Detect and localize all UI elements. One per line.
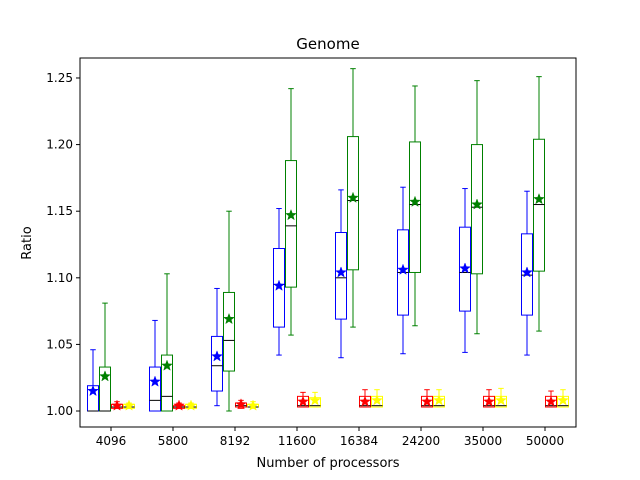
iqr-box [149,366,161,412]
box-plot [359,389,371,408]
mean-star-marker [247,399,259,411]
y-tick-label: 1.00 [46,404,73,418]
iqr-box [533,138,545,272]
mean-star-marker [235,398,247,410]
x-tick-label: 35000 [464,434,502,448]
box-plot [459,188,471,353]
mean-star-marker [87,384,99,397]
mean-star-marker [99,370,111,382]
box-plot [297,391,309,408]
x-tick-label: 50000 [526,434,564,448]
mean-star-marker [557,394,569,406]
box-plot [111,399,123,411]
box-plot [223,210,235,412]
x-tick-label: 4096 [96,434,127,448]
box-plot [521,190,533,356]
box-plot [409,85,421,327]
y-axis-label: Ratio [20,226,35,259]
box-plot [87,349,99,412]
iqr-box [161,354,173,412]
iqr-box [211,335,223,392]
iqr-box [347,136,359,271]
box-plot [173,399,185,411]
mean-star-marker [421,395,433,407]
mean-star-marker [211,350,223,362]
y-tick-label: 1.25 [46,71,73,85]
iqr-box [223,291,235,372]
box-plot [557,389,569,408]
iqr-box [521,233,533,316]
box-plot [433,389,445,408]
mean-star-marker [359,395,371,407]
box-plot [211,287,223,407]
x-tick-label: 5800 [158,434,189,448]
box-plot [545,390,557,408]
mean-star-marker [471,198,483,210]
axes-frame [79,57,577,428]
x-axis-label: Number of processors [256,456,399,471]
mean-star-marker [335,266,347,278]
iqr-box [409,141,421,273]
mean-star-marker [409,195,421,207]
mean-star-marker [521,266,533,278]
iqr-box [459,226,471,312]
mean-star-marker [483,395,495,407]
box-plot [533,76,545,332]
iqr-box [471,144,483,275]
mean-star-marker [173,399,185,411]
iqr-box [285,160,297,288]
mean-star-marker [533,192,545,205]
box-plot [471,80,483,335]
x-tick-label: 24200 [402,434,440,448]
mean-star-marker [545,395,557,407]
mean-star-marker [285,208,297,221]
mean-star-marker [123,399,135,411]
mean-star-marker [433,394,445,406]
box-plot [397,186,409,355]
box-plot [235,398,247,410]
box-plot [371,389,383,408]
mean-star-marker [459,262,471,274]
box-plot [495,387,507,408]
iqr-box [273,247,285,328]
mean-star-marker [161,359,173,371]
y-tick-label: 1.05 [46,337,73,351]
mean-star-marker [223,312,235,325]
box-plot [273,208,285,356]
box-plot [185,399,197,411]
mean-star-marker [297,395,309,407]
y-tick-label: 1.15 [46,204,73,218]
mean-star-marker [371,394,383,406]
box-plot [309,391,321,408]
x-tick-label: 16384 [340,434,378,448]
box-plot [161,273,173,412]
y-axis: 1.00 1.05 1.10 1.15 1.20 1.25 [46,71,80,418]
mean-star-marker [309,394,321,406]
y-tick-label: 1.10 [46,271,73,285]
box-plot [123,399,135,411]
mean-star-marker [495,394,507,406]
x-axis: 4096 5800 8192 11600 16384 24200 35000 50000 [96,427,564,448]
x-tick-label: 11600 [278,434,316,448]
box-plot [421,389,433,408]
mean-star-marker [397,263,409,275]
mean-star-marker [273,279,285,291]
box-plot [335,189,347,359]
mean-star-marker [111,399,123,411]
x-tick-label: 8192 [220,434,251,448]
mean-star-marker [185,399,197,411]
plot-area [87,68,569,412]
box-plot [99,302,111,412]
box-plot [247,399,259,411]
y-tick-label: 1.20 [46,138,73,152]
mean-star-marker [347,191,359,203]
mean-star-marker [149,375,161,387]
box-plot [483,389,495,408]
iqr-box [335,232,347,320]
chart-title: Genome [296,35,359,53]
box-plot [285,88,297,336]
box-plot [149,319,161,412]
box-plot [347,68,359,328]
